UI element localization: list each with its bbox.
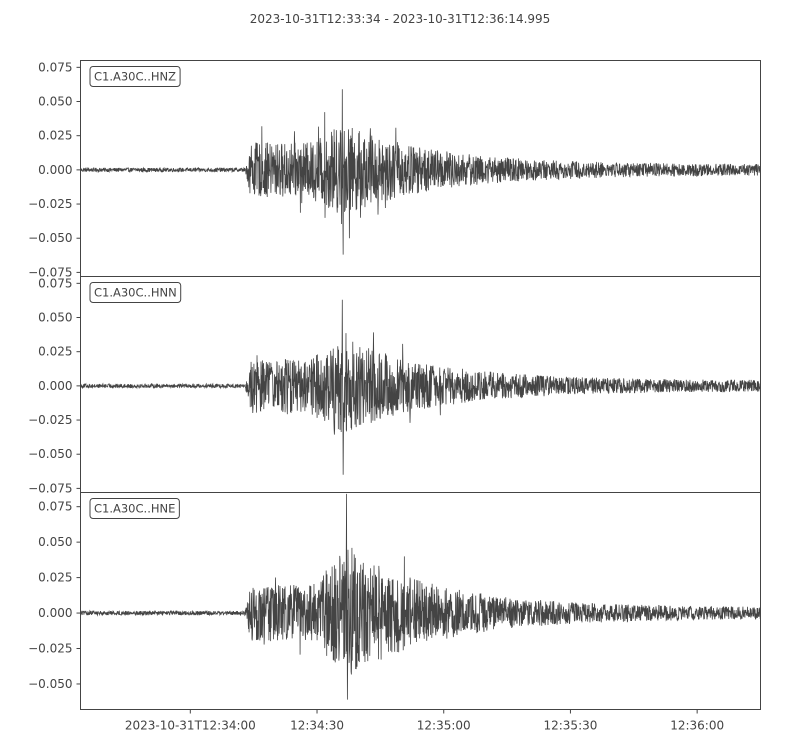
y-tick-label-2-6: −0.050 (28, 447, 72, 461)
y-tick-label-2-1: 0.075 (38, 276, 72, 290)
waveform-trace-2 (80, 299, 761, 475)
panel-frame-3 (80, 492, 761, 710)
channel-label-3: C1.A30C..HNE (94, 502, 175, 516)
y-tick-label-3-1: 0.075 (38, 500, 72, 514)
y-tick-label-1-3: 0.025 (38, 129, 72, 143)
y-tick-label-3-6: −0.050 (28, 677, 72, 691)
y-tick-label-1-1: 0.075 (38, 60, 72, 74)
y-tick-label-2-2: 0.050 (38, 311, 72, 325)
y-tick-label-2-5: −0.025 (28, 413, 72, 427)
x-tick-label-4: 12:35:30 (543, 719, 597, 733)
y-tick-label-3-4: 0.000 (38, 606, 72, 620)
y-tick-label-2-7: −0.075 (28, 481, 72, 495)
y-tick-label-3-5: −0.025 (28, 642, 72, 656)
y-tick-label-2-3: 0.025 (38, 345, 72, 359)
chart-title: 2023-10-31T12:33:34 - 2023-10-31T12:36:1… (249, 12, 551, 26)
y-tick-label-1-7: −0.075 (28, 265, 72, 279)
channel-label-2: C1.A30C..HNN (94, 286, 177, 300)
channel-label-1: C1.A30C..HNZ (94, 70, 176, 84)
x-tick-label-3: 12:35:00 (417, 719, 471, 733)
x-tick-label-1: 2023-10-31T12:34:00 (125, 719, 256, 733)
y-tick-label-1-6: −0.050 (28, 231, 72, 245)
channel-label-box-1 (89, 66, 181, 87)
y-tick-label-1-4: 0.000 (38, 163, 72, 177)
channel-label-box-2 (89, 282, 182, 303)
x-tick-label-2: 12:34:30 (290, 719, 344, 733)
y-tick-label-3-3: 0.025 (38, 571, 72, 585)
x-tick-label-5: 12:36:00 (670, 719, 724, 733)
y-tick-label-2-4: 0.000 (38, 379, 72, 393)
waveform-trace-3 (80, 493, 761, 700)
y-tick-label-1-2: 0.050 (38, 95, 72, 109)
channel-label-box-3 (89, 498, 180, 519)
waveform-trace-1 (80, 89, 761, 255)
y-tick-label-1-5: −0.025 (28, 197, 72, 211)
y-tick-label-3-2: 0.050 (38, 535, 72, 549)
